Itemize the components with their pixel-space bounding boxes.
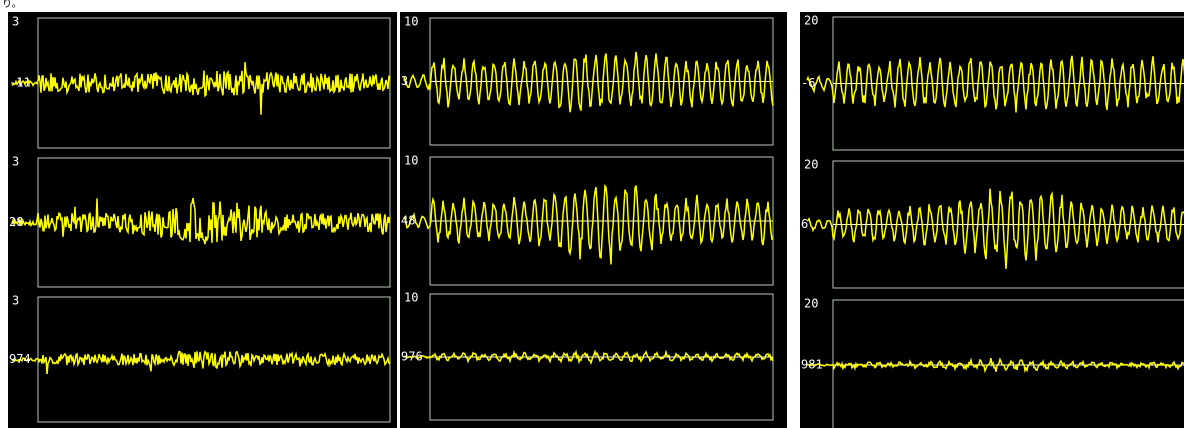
offset-label: -11: [9, 76, 31, 90]
offset-label: -6: [801, 76, 815, 90]
scale-label: 20: [804, 14, 818, 28]
scope-frame: [37, 17, 391, 149]
scale-label: 10: [404, 154, 418, 168]
waveform: [806, 357, 1184, 374]
offset-label: 976: [401, 350, 423, 364]
offset-label: 28: [9, 215, 23, 229]
offset-label: 3: [401, 74, 408, 88]
scale-label: 20: [804, 297, 818, 311]
waveform: [806, 188, 1184, 269]
scale-label: 10: [404, 291, 418, 305]
scale-label: 3: [12, 294, 19, 308]
scale-label: 3: [12, 155, 19, 169]
offset-label: 48: [401, 214, 415, 228]
scale-label: 3: [12, 15, 19, 29]
waveform: [11, 350, 391, 375]
scale-label: 10: [404, 15, 418, 29]
caption: り。: [2, 0, 22, 10]
waveform: [806, 55, 1184, 113]
offset-label: 974: [9, 352, 31, 366]
waveform: [11, 197, 391, 245]
offset-label: 6: [801, 217, 808, 231]
waveform: [403, 51, 774, 113]
waveform: [403, 183, 774, 265]
waveform: [11, 62, 391, 115]
scale-label: 20: [804, 158, 818, 172]
waveform: [403, 349, 774, 366]
offset-label: 981: [801, 358, 823, 372]
scope-frame: [37, 157, 391, 288]
